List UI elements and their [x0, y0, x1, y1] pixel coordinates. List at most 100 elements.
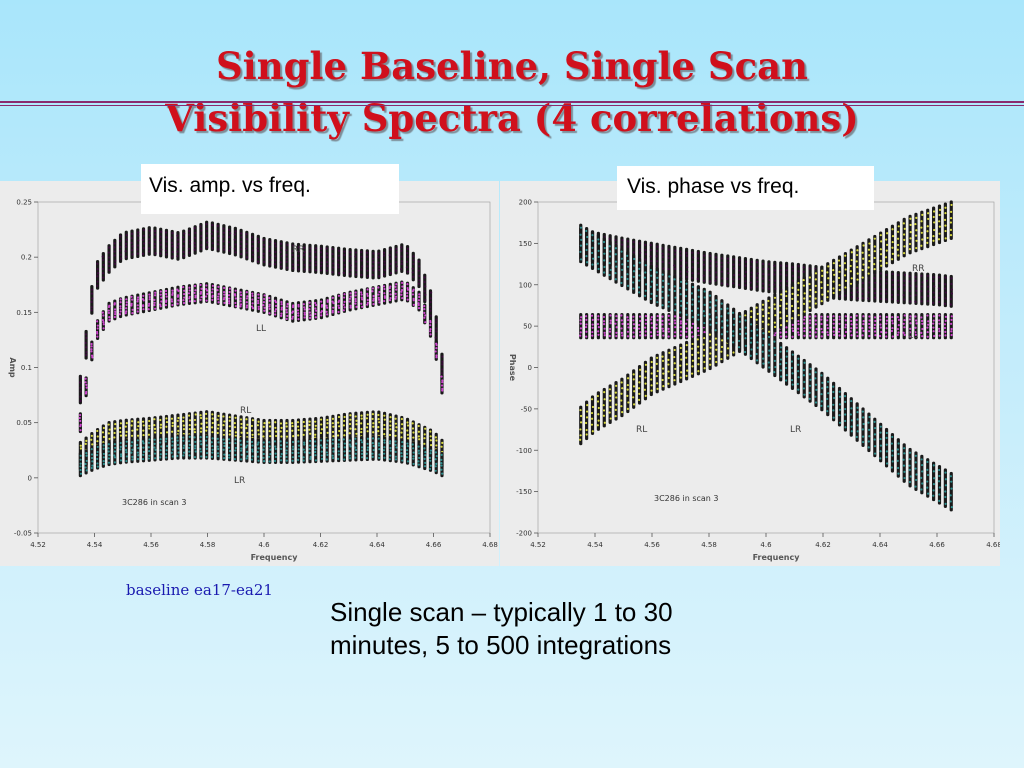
data-point-LR: [90, 466, 93, 470]
data-point-LL: [303, 316, 306, 319]
data-point-RL: [926, 236, 929, 240]
data-point-LL: [79, 425, 82, 428]
data-point-RR: [348, 259, 351, 263]
data-point-RR: [932, 280, 935, 283]
data-point-LL: [417, 303, 420, 307]
data-point-RL: [332, 435, 335, 438]
data-point-LL: [879, 326, 882, 329]
data-point-LL: [251, 305, 254, 308]
data-point-RR: [720, 261, 723, 264]
data-point-RR: [738, 283, 741, 286]
data-point-LR: [750, 337, 753, 340]
data-point-RL: [814, 278, 817, 281]
data-point-RR: [767, 267, 770, 271]
data-point-RL: [715, 348, 718, 351]
data-point-LL: [902, 331, 905, 334]
data-point-RR: [434, 321, 438, 324]
data-point-LR: [125, 451, 128, 454]
data-point-LR: [674, 303, 677, 306]
data-point-LR: [211, 437, 214, 440]
data-point-LL: [176, 295, 180, 298]
data-point-RR: [744, 260, 748, 263]
data-point-RL: [802, 278, 805, 282]
data-point-RR: [319, 247, 323, 250]
data-point-RR: [406, 255, 409, 258]
data-point-LL: [223, 291, 226, 294]
data-point-LR: [96, 465, 99, 468]
data-point-LR: [153, 457, 157, 460]
data-point-RL: [250, 424, 254, 428]
data-point-LR: [90, 447, 93, 451]
data-point-RR: [326, 256, 329, 259]
data-point-RR: [691, 251, 694, 254]
data-point-RR: [903, 279, 906, 282]
data-point-RL: [331, 417, 335, 420]
data-point-LL: [361, 305, 364, 308]
data-point-LR: [216, 437, 219, 440]
data-point-RL: [780, 293, 783, 296]
data-point-RL: [268, 430, 271, 433]
data-point-RR: [412, 259, 415, 262]
data-point-RL: [597, 419, 600, 422]
x-tick-label: 4.64: [369, 541, 385, 549]
data-point-LR: [827, 392, 830, 395]
data-point-RL: [400, 417, 403, 421]
data-point-LL: [667, 327, 670, 330]
data-point-LR: [608, 261, 611, 265]
data-point-RL: [621, 387, 624, 390]
data-point-RR: [280, 246, 283, 249]
data-point-RL: [417, 435, 420, 438]
data-point-RR: [621, 239, 624, 242]
data-point-LR: [90, 453, 94, 456]
data-point-LL: [868, 322, 871, 326]
data-point-RL: [650, 384, 653, 387]
data-point-RL: [808, 276, 812, 279]
data-point-LR: [183, 451, 186, 454]
data-point-LR: [182, 446, 185, 450]
data-point-RL: [673, 373, 676, 377]
data-point-RR: [239, 244, 242, 248]
data-point-LR: [903, 470, 906, 473]
data-point-RL: [632, 403, 636, 406]
data-point-LL: [262, 304, 265, 307]
data-point-LR: [320, 446, 324, 449]
series-RL: [579, 200, 953, 446]
data-point-LR: [708, 306, 712, 309]
data-point-RR: [348, 272, 351, 276]
data-point-RR: [171, 232, 174, 235]
data-point-LL: [291, 311, 294, 314]
data-point-RL: [638, 381, 641, 384]
data-point-LR: [159, 441, 162, 444]
data-point-RR: [256, 260, 260, 263]
x-axis-label: Frequency: [251, 553, 299, 562]
data-point-LR: [890, 466, 893, 469]
data-point-RL: [661, 367, 665, 370]
data-point-LR: [119, 445, 122, 448]
data-point-RL: [927, 212, 930, 215]
data-point-RL: [744, 314, 747, 317]
data-point-RR: [661, 255, 665, 259]
data-point-RL: [194, 413, 197, 416]
data-point-RR: [131, 253, 134, 256]
data-point-RR: [720, 257, 723, 260]
data-point-LL: [101, 311, 104, 314]
data-point-LR: [797, 357, 800, 360]
data-point-RL: [855, 260, 858, 263]
data-point-RL: [885, 249, 888, 252]
data-point-LL: [360, 293, 363, 296]
data-point-LL: [314, 316, 317, 319]
data-point-RL: [165, 420, 169, 424]
data-point-RL: [269, 435, 272, 438]
data-point-LL: [274, 301, 278, 304]
data-point-LR: [107, 457, 111, 460]
data-point-RR: [394, 255, 397, 258]
data-point-RL: [849, 270, 852, 273]
data-point-LR: [296, 458, 300, 461]
data-point-RR: [411, 267, 414, 270]
data-point-LL: [171, 293, 174, 296]
data-point-RL: [773, 296, 777, 299]
data-point-LR: [791, 372, 794, 375]
data-point-LL: [280, 300, 283, 304]
data-point-LR: [886, 462, 889, 465]
data-point-RL: [896, 237, 900, 240]
